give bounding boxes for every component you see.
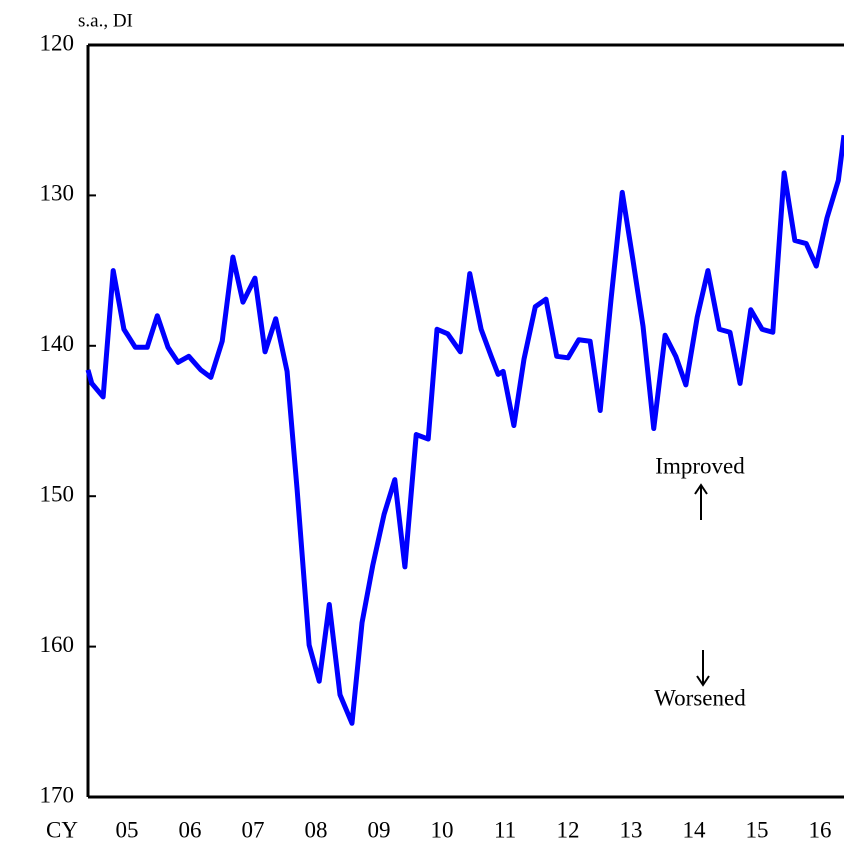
y-tick-label: 150 [40, 481, 75, 506]
arrow-down [696, 650, 710, 687]
x-tick-label: 16 [809, 817, 832, 842]
x-tick-label: 10 [431, 817, 454, 842]
x-tick-label: 13 [620, 817, 643, 842]
y-tick-label: 130 [40, 181, 75, 206]
x-tick-label: 15 [746, 817, 769, 842]
y-tick-label: 170 [40, 782, 75, 807]
y-axis-label: s.a., DI [78, 10, 133, 31]
annotation: Worsened [654, 685, 746, 710]
x-tick-label: 05 [116, 817, 139, 842]
arrow-up [694, 483, 708, 520]
x-tick-label: 12 [557, 817, 580, 842]
x-axis-label: CY [46, 817, 78, 842]
y-tick-label: 120 [40, 30, 75, 55]
y-tick-label: 160 [40, 632, 75, 657]
x-tick-label: 11 [494, 817, 516, 842]
annotation: Improved [655, 453, 745, 478]
x-tick-label: 06 [179, 817, 202, 842]
y-tick-label: 140 [40, 331, 75, 356]
x-tick-label: 14 [683, 817, 707, 842]
x-tick-label: 07 [242, 817, 265, 842]
line-series [85, 134, 844, 726]
x-tick-label: 08 [305, 817, 328, 842]
x-tick-label: 09 [368, 817, 391, 842]
